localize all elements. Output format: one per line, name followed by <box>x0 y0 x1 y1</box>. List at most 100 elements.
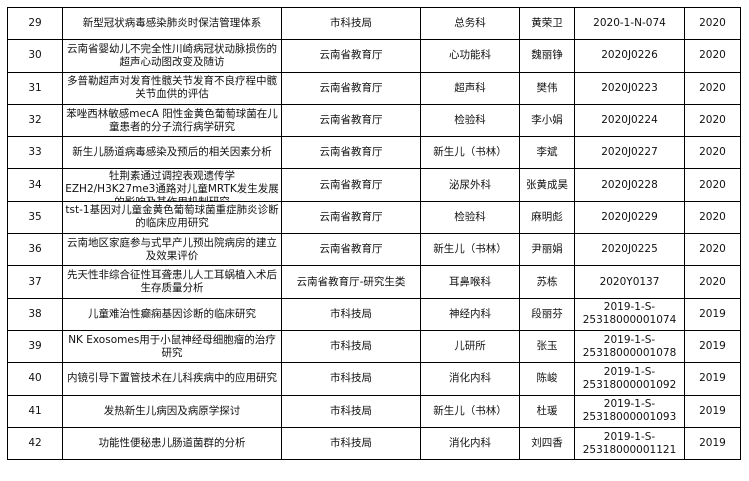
table-row: 38 儿童难治性癫痫基因诊断的临床研究 市科技局 神经内科 段丽芬 2019-1-S-25… <box>7 297 741 331</box>
funding-source-cell: 云南省教育厅 <box>281 103 421 138</box>
funding-source: 云南省教育厅 <box>319 178 383 191</box>
funding-source-cell: 市科技局 <box>281 6 421 41</box>
year: 2020 <box>699 114 726 127</box>
department: 泌尿外科 <box>449 178 491 191</box>
funding-source: 云南省教育厅 <box>319 49 383 62</box>
project-code-cell: 2020J0227 <box>574 136 685 170</box>
project-code: 2020J0229 <box>601 210 658 223</box>
department-cell: 心功能科 <box>420 39 520 73</box>
project-leader: 李斌 <box>536 146 558 159</box>
project-code: 2019-1-S-25318000001121 <box>582 430 677 456</box>
table-row: 29 新型冠状病毒感染肺炎时保洁管理体系 市科技局 总务科 黄荣卫 2020-1-N-07… <box>7 6 741 41</box>
funding-source-cell: 云南省教育厅-研究生类 <box>281 265 421 299</box>
year-cell: 2020 <box>684 168 741 202</box>
project-leader: 尹丽娟 <box>531 243 563 256</box>
year-cell: 2019 <box>684 362 741 396</box>
department-cell: 泌尿外科 <box>420 168 520 202</box>
department: 检验科 <box>454 210 486 223</box>
year: 2020 <box>699 146 726 159</box>
project-leader: 李小娟 <box>531 114 563 127</box>
project-title-cell: 内镜引导下置管技术在儿科疾病中的应用研究 <box>62 362 282 396</box>
department: 儿研所 <box>454 340 486 353</box>
year-cell: 2020 <box>684 200 741 235</box>
project-code-cell: 2019-1-S-25318000001121 <box>574 426 685 461</box>
department-cell: 消化内科 <box>420 362 520 396</box>
project-title: 新型冠状病毒感染肺炎时保洁管理体系 <box>82 17 262 30</box>
year: 2020 <box>699 178 726 191</box>
year: 2019 <box>699 307 726 320</box>
table-row: 35 tst-1基因对儿童金黄色葡萄球菌重症肺炎诊断的临床应用研究 云南省教育厅 检验… <box>7 200 741 235</box>
department: 超声科 <box>454 81 486 94</box>
department-cell: 检验科 <box>420 103 520 138</box>
funding-source: 云南省教育厅 <box>319 146 383 159</box>
project-code: 2020J0226 <box>601 49 658 62</box>
funding-source-cell: 市科技局 <box>281 297 421 331</box>
project-leader-cell: 魏丽铮 <box>519 39 575 73</box>
table-row: 41 发热新生儿病因及病原学探讨 市科技局 新生儿（书林） 杜瑗 2019-1-S-253… <box>7 394 741 428</box>
department: 消化内科 <box>449 437 491 449</box>
row-number-cell: 42 <box>7 426 63 461</box>
project-code: 2020J0225 <box>601 243 658 256</box>
project-leader-cell: 苏栋 <box>519 265 575 299</box>
project-title: 发热新生儿病因及病原学探讨 <box>103 404 241 417</box>
project-leader-cell: 刘四香 <box>519 426 575 461</box>
project-code: 2020J0224 <box>601 114 658 127</box>
department-cell: 新生儿（书林） <box>420 136 520 170</box>
funding-source: 市科技局 <box>330 372 372 385</box>
project-leader: 陈峻 <box>536 372 558 385</box>
funding-source-cell: 云南省教育厅 <box>281 200 421 235</box>
funding-source-cell: 云南省教育厅 <box>281 233 421 267</box>
table-row: 42 功能性便秘患儿肠道菌群的分析 市科技局 消化内科 刘四香 2019-1-S-2531… <box>7 426 741 461</box>
project-title: tst-1基因对儿童金黄色葡萄球菌重症肺炎诊断的临床应用研究 <box>65 204 279 230</box>
row-number-cell: 37 <box>7 265 63 299</box>
project-title-cell: 云南省婴幼儿不完全性川崎病冠状动脉损伤的超声心动图改变及随访 <box>62 39 282 73</box>
project-leader-cell: 段丽芬 <box>519 297 575 331</box>
year-cell: 2020 <box>684 233 741 267</box>
project-leader-cell: 李斌 <box>519 136 575 170</box>
funding-source: 市科技局 <box>330 17 372 30</box>
funding-source: 云南省教育厅 <box>319 81 383 94</box>
funding-source-cell: 云南省教育厅 <box>281 39 421 73</box>
project-leader: 段丽芬 <box>531 307 563 320</box>
project-title-cell: NK Exosomes用于小鼠神经母细胞瘤的治疗研究 <box>62 329 282 364</box>
department-cell: 总务科 <box>420 6 520 41</box>
table-row: 32 苯唑西林敏感mecA 阳性金黄色葡萄球菌在儿童患者的分子流行病学研究 云南省教… <box>7 103 741 138</box>
project-title: 云南地区家庭参与式早产儿预出院病房的建立及效果评价 <box>67 236 277 262</box>
project-title: 功能性便秘患儿肠道菌群的分析 <box>98 437 246 449</box>
funding-source-cell: 云南省教育厅 <box>281 168 421 202</box>
department: 心功能科 <box>449 49 491 62</box>
row-number: 39 <box>28 340 42 353</box>
project-code-cell: 2020J0226 <box>574 39 685 73</box>
row-number-cell: 35 <box>7 200 63 235</box>
funding-source: 云南省教育厅 <box>319 243 383 256</box>
year: 2019 <box>699 372 726 385</box>
department-cell: 消化内科 <box>420 426 520 461</box>
project-leader: 魏丽铮 <box>531 49 563 62</box>
department-cell: 耳鼻喉科 <box>420 265 520 299</box>
project-leader-cell: 麻明彪 <box>519 200 575 235</box>
funding-source-cell: 云南省教育厅 <box>281 71 421 105</box>
year: 2019 <box>699 437 726 449</box>
project-leader: 麻明彪 <box>531 210 563 223</box>
project-title: 多普勒超声对发育性髋关节发育不良疗程中髋关节血供的评估 <box>67 75 277 101</box>
project-code: 2019-1-S-25318000001074 <box>582 301 677 327</box>
project-code-cell: 2020J0225 <box>574 233 685 267</box>
year: 2020 <box>699 275 726 288</box>
project-title: 儿童难治性癫痫基因诊断的临床研究 <box>88 307 256 320</box>
project-leader-cell: 尹丽娟 <box>519 233 575 267</box>
funding-source-cell: 市科技局 <box>281 426 421 461</box>
project-code-cell: 2019-1-S-25318000001092 <box>574 362 685 396</box>
project-title-cell: 苯唑西林敏感mecA 阳性金黄色葡萄球菌在儿童患者的分子流行病学研究 <box>62 103 282 138</box>
project-title: 云南省婴幼儿不完全性川崎病冠状动脉损伤的超声心动图改变及随访 <box>67 42 277 68</box>
department: 耳鼻喉科 <box>449 275 491 288</box>
project-leader-cell: 樊伟 <box>519 71 575 105</box>
department: 消化内科 <box>449 372 491 385</box>
project-code-cell: 2019-1-S-25318000001093 <box>574 394 685 428</box>
project-code-cell: 2019-1-S-25318000001074 <box>574 297 685 331</box>
department-cell: 检验科 <box>420 200 520 235</box>
funding-source: 云南省教育厅-研究生类 <box>296 275 406 288</box>
table-row: 30 云南省婴幼儿不完全性川崎病冠状动脉损伤的超声心动图改变及随访 云南省教育厅 心功… <box>7 39 741 73</box>
project-leader-cell: 陈峻 <box>519 362 575 396</box>
project-title-cell: 多普勒超声对发育性髋关节发育不良疗程中髋关节血供的评估 <box>62 71 282 105</box>
project-code: 2019-1-S-25318000001093 <box>582 398 677 424</box>
